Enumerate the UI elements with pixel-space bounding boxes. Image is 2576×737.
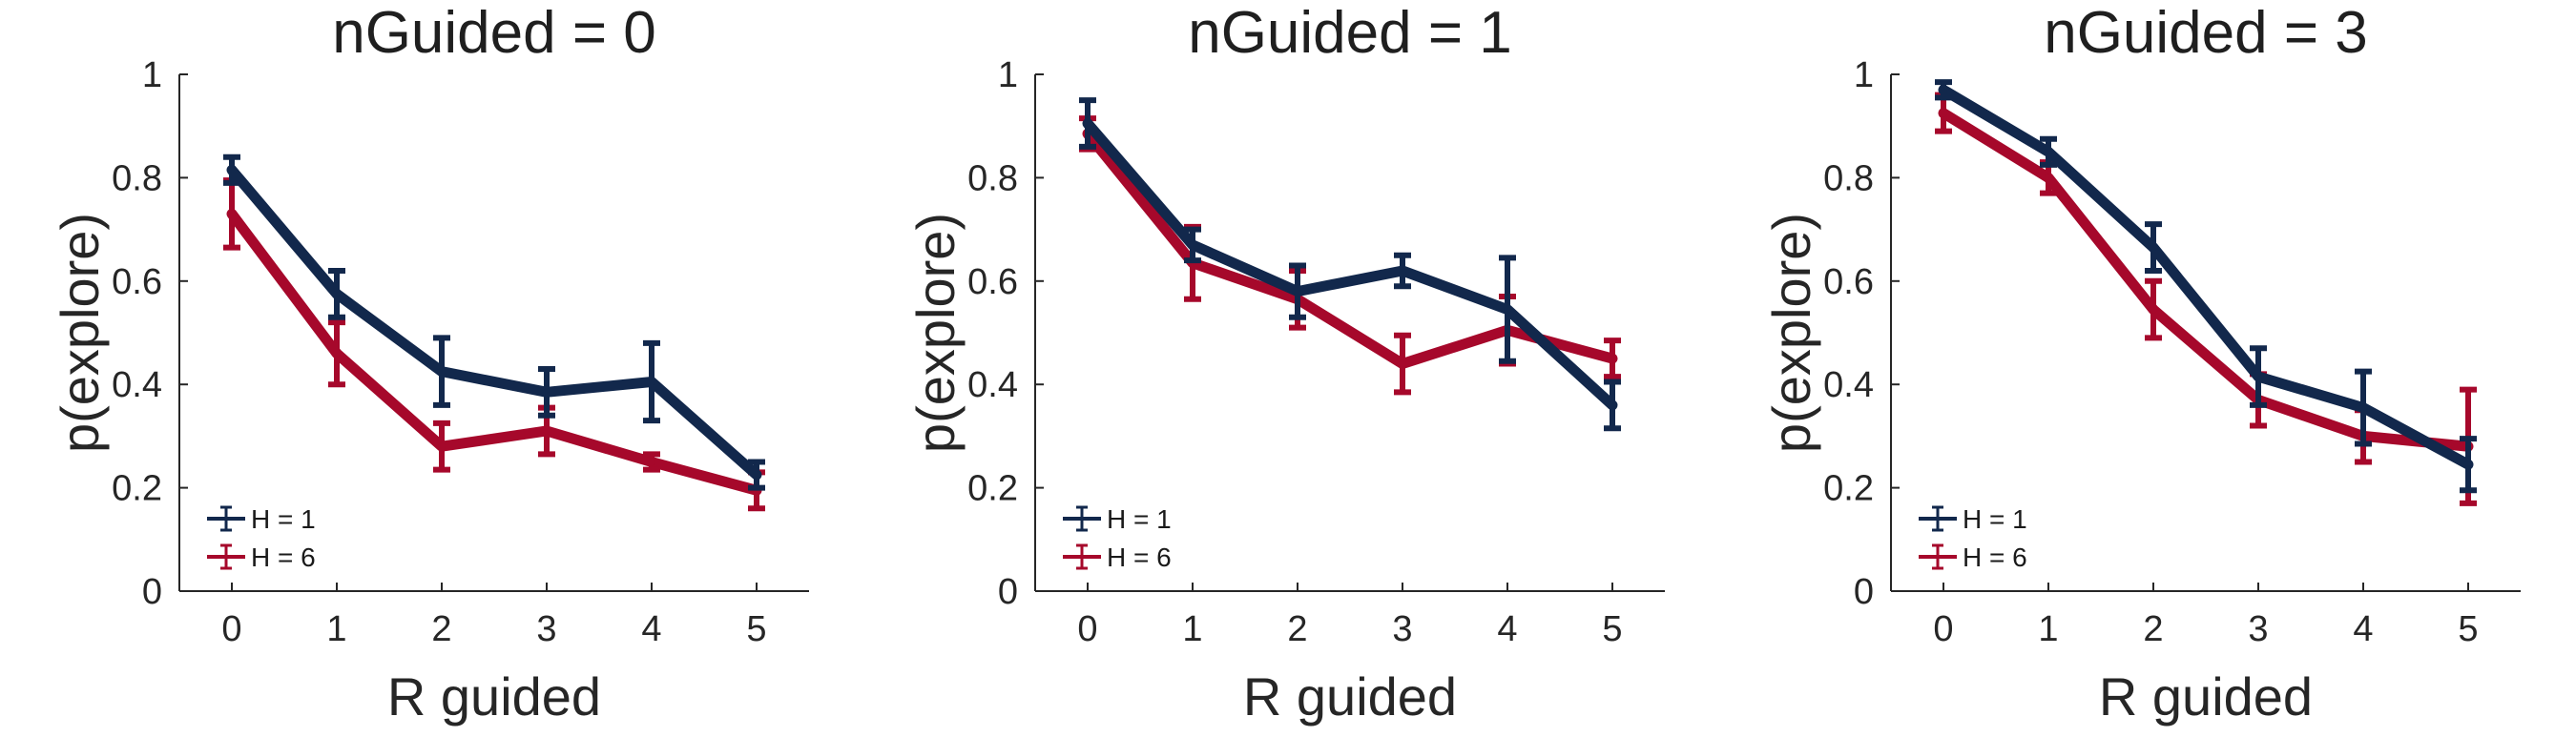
data-point bbox=[2150, 305, 2157, 314]
series-line bbox=[1938, 108, 2474, 452]
y-tick-label: 1 bbox=[142, 55, 162, 95]
data-point bbox=[2150, 243, 2157, 252]
data-point bbox=[543, 388, 551, 397]
x-tick-label: 4 bbox=[2353, 609, 2373, 649]
y-tick-label: 1 bbox=[1854, 55, 1874, 95]
x-tick-label: 3 bbox=[536, 609, 556, 649]
data-point bbox=[1609, 355, 1616, 363]
x-tick-label: 3 bbox=[2248, 609, 2268, 649]
data-point bbox=[438, 367, 446, 376]
x-tick-label: 5 bbox=[746, 609, 766, 649]
legend: H = 1 H = 6 bbox=[207, 504, 316, 572]
x-tick-label: 0 bbox=[1933, 609, 1953, 649]
data-point bbox=[1399, 266, 1406, 275]
series-line bbox=[226, 208, 762, 496]
series-line bbox=[226, 164, 762, 481]
series-line bbox=[1082, 117, 1618, 411]
y-tick-label: 0.2 bbox=[967, 469, 1018, 509]
legend-label: H = 6 bbox=[251, 543, 316, 572]
y-tick-label: 1 bbox=[998, 55, 1018, 95]
y-tick-label: 0.6 bbox=[112, 262, 162, 302]
x-tick-label: 2 bbox=[431, 609, 451, 649]
data-point bbox=[228, 166, 236, 174]
y-tick-label: 0.8 bbox=[112, 158, 162, 198]
series-line bbox=[1938, 84, 2474, 470]
data-point bbox=[543, 426, 551, 435]
data-point bbox=[1609, 400, 1616, 409]
legend: H = 1 H = 6 bbox=[1063, 504, 1172, 572]
x-tick-label: 3 bbox=[1392, 609, 1412, 649]
legend: H = 1 H = 6 bbox=[1919, 504, 2027, 572]
x-tick-label: 5 bbox=[2458, 609, 2478, 649]
series-line bbox=[1082, 128, 1618, 370]
legend-label: H = 1 bbox=[251, 504, 316, 534]
y-axis-label: p(explore) bbox=[1761, 213, 1821, 453]
x-tick-label: 4 bbox=[1497, 609, 1517, 649]
x-tick-label: 1 bbox=[2038, 609, 2058, 649]
data-point bbox=[648, 378, 655, 386]
x-axis-label: R guided bbox=[1243, 666, 1457, 727]
x-tick-label: 2 bbox=[1287, 609, 1307, 649]
x-tick-label: 0 bbox=[221, 609, 241, 649]
data-point bbox=[2045, 174, 2052, 182]
y-tick-label: 0.4 bbox=[112, 365, 162, 405]
chart-title: nGuided = 3 bbox=[2044, 0, 2368, 66]
chart-panel-1: 0 0.2 0.4 0.6 0.8 1 0 1 2 3 4 5 nGuided = 0 R guided p… bbox=[50, 0, 809, 727]
data-point bbox=[1940, 86, 1947, 94]
y-tick-label: 0 bbox=[1854, 572, 1874, 612]
data-point bbox=[2254, 373, 2262, 381]
x-axis-label: R guided bbox=[387, 666, 601, 727]
data-point bbox=[438, 442, 446, 451]
series-h6 bbox=[223, 177, 765, 512]
chart-panel-3: 0 0.2 0.4 0.6 0.8 1 0 1 2 3 4 5 nGuided = 3 R guided p… bbox=[1761, 0, 2521, 727]
y-tick-label: 0.4 bbox=[967, 365, 1018, 405]
chart-panel-2: 0 0.2 0.4 0.6 0.8 1 0 1 2 3 4 5 nGuided = 1 R guided p… bbox=[905, 0, 1665, 727]
x-tick-label: 4 bbox=[641, 609, 661, 649]
y-axis-label: p(explore) bbox=[50, 213, 110, 453]
data-point bbox=[333, 290, 341, 298]
series-h6 bbox=[1935, 92, 2477, 506]
data-point bbox=[2359, 403, 2367, 412]
data-point bbox=[228, 210, 236, 218]
x-tick-label: 0 bbox=[1077, 609, 1097, 649]
data-point bbox=[2464, 461, 2472, 469]
x-tick-label: 5 bbox=[1602, 609, 1622, 649]
chart-title: nGuided = 1 bbox=[1188, 0, 1512, 66]
y-tick-label: 0.2 bbox=[1823, 469, 1874, 509]
y-tick-label: 0 bbox=[998, 572, 1018, 612]
x-tick-label: 1 bbox=[1182, 609, 1202, 649]
data-point bbox=[1084, 119, 1091, 128]
y-axis-label: p(explore) bbox=[905, 213, 966, 453]
series-h6 bbox=[1079, 115, 1621, 396]
series-h1 bbox=[1935, 79, 2477, 494]
x-tick-label: 1 bbox=[326, 609, 346, 649]
y-tick-label: 0 bbox=[142, 572, 162, 612]
y-tick-label: 0.6 bbox=[1823, 262, 1874, 302]
data-point bbox=[1294, 287, 1301, 296]
series-h1 bbox=[1079, 97, 1621, 432]
legend-label: H = 6 bbox=[1107, 543, 1172, 572]
data-point bbox=[333, 349, 341, 358]
y-tick-label: 0.6 bbox=[967, 262, 1018, 302]
y-tick-label: 0.8 bbox=[967, 158, 1018, 198]
data-point bbox=[753, 471, 760, 480]
data-point bbox=[1940, 109, 1947, 117]
x-axis-label: R guided bbox=[2099, 666, 2313, 727]
series-h1 bbox=[223, 154, 765, 491]
chart-title: nGuided = 0 bbox=[332, 0, 656, 66]
y-tick-label: 0.4 bbox=[1823, 365, 1874, 405]
data-point bbox=[1504, 305, 1511, 314]
legend-label: H = 1 bbox=[1963, 504, 2027, 534]
legend-label: H = 1 bbox=[1107, 504, 1172, 534]
data-point bbox=[1189, 240, 1196, 249]
x-tick-label: 2 bbox=[2143, 609, 2163, 649]
y-tick-label: 0.8 bbox=[1823, 158, 1874, 198]
data-point bbox=[648, 458, 655, 466]
data-point bbox=[1399, 359, 1406, 368]
y-tick-label: 0.2 bbox=[112, 469, 162, 509]
data-point bbox=[2045, 148, 2052, 156]
legend-label: H = 6 bbox=[1963, 543, 2027, 572]
